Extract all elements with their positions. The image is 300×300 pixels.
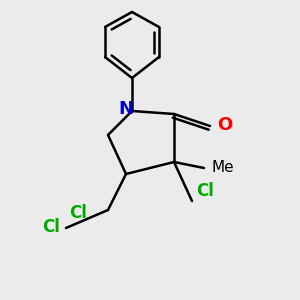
Text: Cl: Cl bbox=[42, 218, 60, 236]
Text: N: N bbox=[118, 100, 133, 118]
Text: Me: Me bbox=[212, 160, 234, 175]
Text: Cl: Cl bbox=[196, 182, 214, 200]
Text: O: O bbox=[218, 116, 233, 134]
Text: Cl: Cl bbox=[69, 204, 87, 222]
